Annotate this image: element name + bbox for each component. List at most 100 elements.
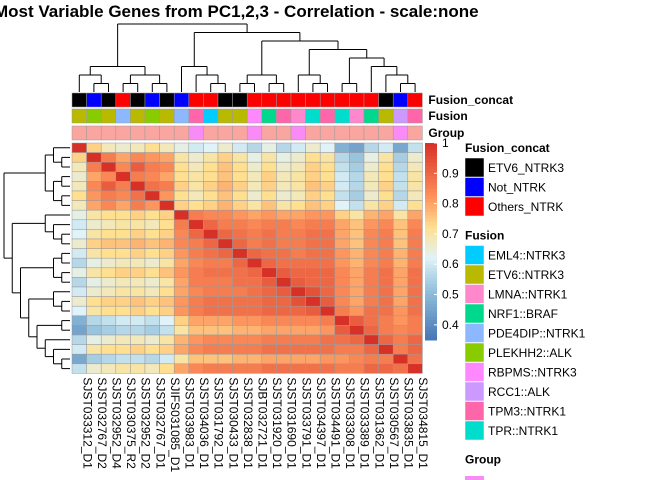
heatmap-cell <box>276 152 292 163</box>
heatmap-cell <box>290 325 306 336</box>
heatmap-cell <box>349 152 365 163</box>
heatmap-cell <box>261 219 277 230</box>
heatmap-cell <box>217 344 233 355</box>
heatmap-cell <box>144 334 160 345</box>
heatmap-cell <box>130 181 146 192</box>
legend-label: RBPMS::NTRK3 <box>488 366 577 380</box>
heatmap-cell <box>378 325 394 336</box>
legend-label: Not_NTRK <box>488 181 546 195</box>
fusion-cell <box>203 108 219 124</box>
heatmap-cell <box>203 152 219 163</box>
heatmap-cell <box>130 161 146 173</box>
heatmap-cell <box>71 334 87 345</box>
heatmap-cell <box>232 142 248 153</box>
heatmap-cell <box>232 219 248 230</box>
heatmap-cell <box>115 267 131 278</box>
heatmap-cell <box>407 286 423 297</box>
legend-swatch <box>464 196 485 217</box>
legend-swatch <box>464 264 485 285</box>
heatmap-cell <box>349 257 365 269</box>
colorbar-segment <box>425 330 437 334</box>
colorbar-segment <box>425 202 437 206</box>
heatmap-cell <box>261 344 277 355</box>
fusion-concat-cell <box>86 92 102 108</box>
heatmap-cell <box>392 296 409 307</box>
colorbar-segment <box>425 274 437 279</box>
heatmap-cell <box>349 219 365 230</box>
heatmap-cell <box>319 190 336 201</box>
fusion-cell <box>319 108 336 124</box>
heatmap-cell <box>71 267 87 278</box>
colorbar-segment <box>425 208 437 213</box>
colorbar-segment <box>425 303 437 308</box>
heatmap-cell <box>334 142 350 153</box>
colorbar-segment <box>425 165 437 170</box>
heatmap-cell <box>86 229 102 240</box>
heatmap-cell <box>246 190 263 201</box>
legend-swatch <box>464 381 485 402</box>
heatmap-cell <box>334 229 350 240</box>
heatmap-cell <box>115 277 131 288</box>
heatmap-cell <box>290 286 306 297</box>
heatmap-cell <box>232 161 248 173</box>
heatmap-cell <box>115 325 131 336</box>
colorbar-segment <box>425 326 437 331</box>
heatmap-cell <box>261 171 277 182</box>
fusion-cell <box>276 108 292 124</box>
heatmap-cell <box>378 152 394 163</box>
heatmap-cell <box>349 325 365 336</box>
heatmap-cell <box>144 315 160 326</box>
heatmap-cell <box>232 238 248 249</box>
heatmap-cell <box>407 325 423 336</box>
heatmap-cell <box>217 190 233 201</box>
heatmap-cell <box>217 171 233 182</box>
group-cell <box>378 125 394 141</box>
heatmap-cell <box>203 315 219 326</box>
heatmap-cell <box>173 209 190 221</box>
heatmap-cell <box>188 200 204 211</box>
colorbar-tick-label: 0.5 <box>442 288 459 302</box>
colorbar-segment <box>425 300 437 305</box>
heatmap-cell <box>290 353 306 365</box>
heatmap-cell <box>100 190 117 201</box>
heatmap-cell <box>86 363 102 374</box>
fusion-concat-cell <box>319 92 336 108</box>
heatmap-cell <box>319 325 336 336</box>
heatmap-cell <box>349 353 365 365</box>
heatmap-cell <box>261 200 277 211</box>
heatmap-cell <box>349 277 365 288</box>
heatmap-cell <box>276 267 292 278</box>
legend-swatch <box>464 323 485 343</box>
heatmap-cell <box>305 344 321 355</box>
heatmap-cell <box>188 190 204 201</box>
heatmap-cell <box>290 219 306 230</box>
heatmap-cell <box>86 190 102 201</box>
colorbar-segment <box>425 221 437 226</box>
heatmap-cell <box>276 325 292 336</box>
heatmap-cell <box>392 267 409 278</box>
heatmap-cell <box>334 190 350 201</box>
heatmap-cell <box>319 257 336 269</box>
heatmap-cell <box>100 238 117 249</box>
heatmap-cell <box>217 363 233 374</box>
heatmap-cell <box>392 334 409 345</box>
heatmap-cell <box>319 219 336 230</box>
heatmap-cell <box>188 161 204 173</box>
heatmap-cell <box>276 257 292 269</box>
heatmap-cell <box>217 238 233 249</box>
heatmap-cell <box>261 229 277 240</box>
heatmap-cell <box>217 315 233 326</box>
colorbar-segment <box>425 162 437 167</box>
heatmap-cell <box>100 248 117 259</box>
heatmap-cell <box>349 267 365 278</box>
heatmap-cell <box>100 152 117 163</box>
heatmap-cell <box>363 248 379 259</box>
heatmap-cell <box>363 190 379 201</box>
heatmap-cell <box>363 219 379 230</box>
heatmap-cell <box>407 248 423 259</box>
heatmap-cell <box>217 161 233 173</box>
column-label: SJBT032721_D1 <box>256 377 270 469</box>
heatmap-cell <box>130 152 146 163</box>
legend-swatch <box>464 420 485 441</box>
fusion-cell <box>100 108 117 124</box>
